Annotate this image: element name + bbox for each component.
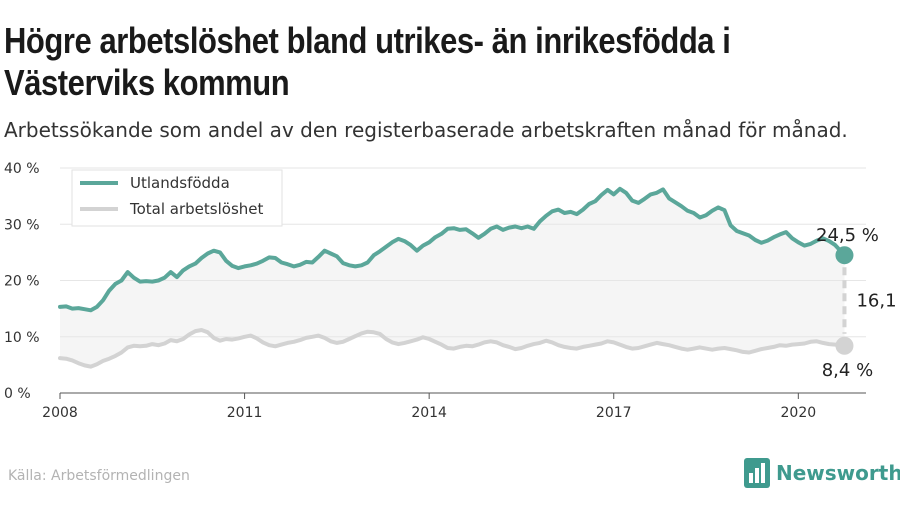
- bar-chart-icon: [744, 458, 770, 488]
- band-layer: [60, 188, 845, 367]
- gap-label: 16,1 %: [856, 290, 900, 311]
- series-line-foreign: [58, 186, 847, 313]
- series-line-total: [58, 328, 847, 369]
- end-point-total: [835, 336, 854, 355]
- source-note: Källa: Arbetsförmedlingen: [8, 468, 190, 484]
- axis-layer: 0 % 10 % 20 % 30 % 40 % 2008 2011 2014 2017 2020: [4, 161, 866, 421]
- end-label-foreign: 24,5 %: [816, 225, 879, 246]
- end-point-foreign: [835, 246, 854, 265]
- x-tick-label: 2017: [596, 405, 632, 421]
- gap-band: [60, 188, 845, 367]
- brand-name: Newsworthy: [776, 461, 900, 485]
- line-chart: 0 %10 %20 %30 %40 %2008 2011 2014 2017 2020 …: [4, 161, 900, 421]
- y-tick-label: 20 %: [4, 274, 40, 290]
- legend-label-total: Total arbetslöshet: [129, 200, 264, 218]
- y-tick-label: 0 %: [4, 386, 31, 402]
- y-tick-label: 40 %: [4, 161, 40, 177]
- x-tick-label: 2008: [42, 405, 78, 421]
- x-tick-label: 2020: [781, 405, 817, 421]
- chart-subtitle: Arbetssökande som andel av den registerb…: [4, 118, 848, 142]
- end-label-total: 8,4 %: [822, 360, 873, 381]
- series-layer: [58, 186, 847, 369]
- x-tick-label: 2014: [411, 405, 447, 421]
- legend: Utlandsfödda Total arbetslöshet: [71, 169, 283, 227]
- y-tick-label: 10 %: [4, 330, 40, 346]
- x-tick-label: 2011: [227, 405, 263, 421]
- legend-box: [71, 169, 283, 227]
- y-tick-label: 30 %: [4, 217, 40, 233]
- brand-logo: Newsworthy: [744, 458, 900, 488]
- legend-label-foreign: Utlandsfödda: [130, 174, 230, 192]
- chart-title: Högre arbetslöshet bland utrikes- än inr…: [4, 20, 731, 103]
- annotation-layer: 24,5 % 8,4 % 16,1 %: [816, 225, 900, 381]
